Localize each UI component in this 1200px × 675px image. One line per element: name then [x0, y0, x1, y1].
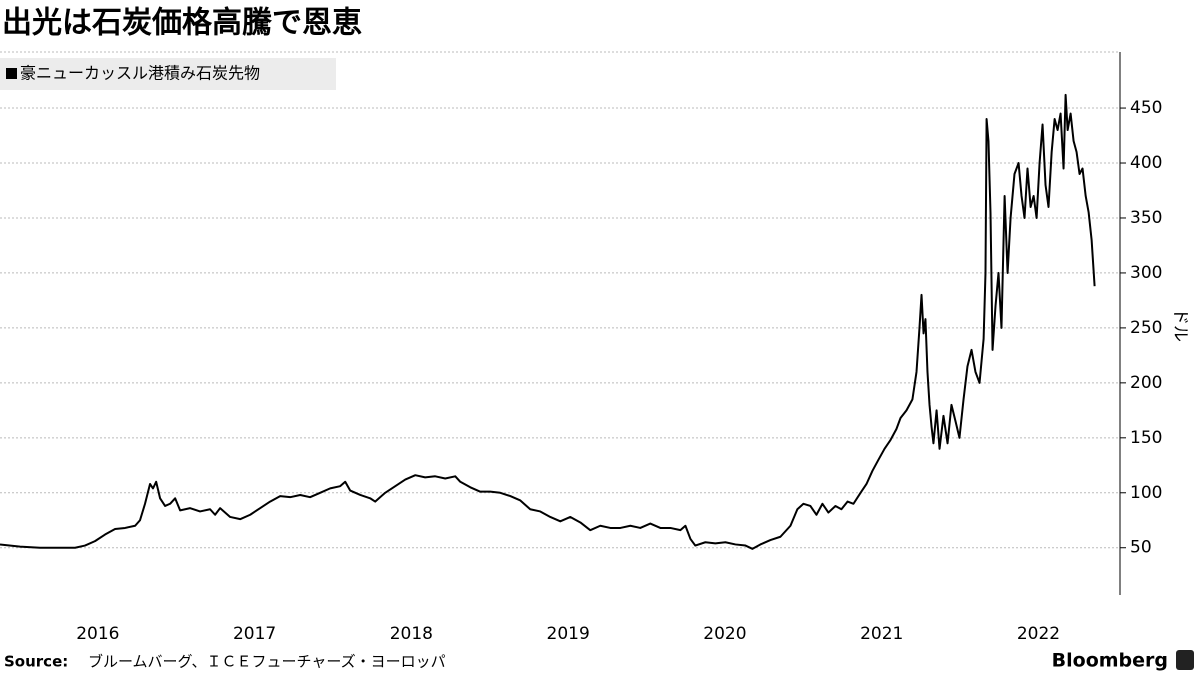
y-tick-label: 350 — [1130, 208, 1162, 228]
y-tick-label: 300 — [1130, 263, 1162, 283]
y-tick-label: 200 — [1130, 373, 1162, 393]
x-tick-label: 2018 — [390, 624, 433, 644]
x-tick-label: 2019 — [547, 624, 590, 644]
y-tick-label: 250 — [1130, 318, 1162, 338]
x-tick-label: 2016 — [76, 624, 119, 644]
brand-icon — [1176, 650, 1194, 670]
x-tick-label: 2022 — [1017, 624, 1060, 644]
x-tick-label: 2020 — [703, 624, 746, 644]
legend-label: 豪ニューカッスル港積み石炭先物 — [20, 64, 260, 83]
legend-box — [0, 58, 336, 90]
chart-title: 出光は石炭価格高騰で恩恵 — [2, 6, 362, 41]
source: ブルームバーグ、ＩＣＥフューチャーズ・ヨーロッパ — [88, 653, 446, 671]
legend-swatch — [6, 68, 17, 79]
y-tick-label: 100 — [1130, 483, 1162, 503]
source-label: Source: — [4, 653, 68, 671]
brand: Bloomberg — [1052, 650, 1168, 672]
y-axis-label: ドル — [1170, 308, 1190, 342]
y-tick-label: 50 — [1130, 538, 1152, 558]
line — [0, 93, 1096, 550]
y-tick-label: 450 — [1130, 98, 1162, 118]
y-tick-label: 150 — [1130, 428, 1162, 448]
y-tick-label: 400 — [1130, 153, 1162, 173]
x-tick-label: 2021 — [860, 624, 903, 644]
x-tick-label: 2017 — [233, 624, 276, 644]
